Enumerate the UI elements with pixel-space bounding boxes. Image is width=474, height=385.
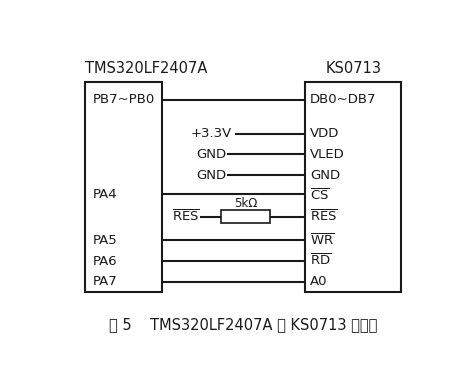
Text: DB0~DB7: DB0~DB7 bbox=[310, 93, 376, 106]
Text: KS0713: KS0713 bbox=[325, 61, 381, 76]
Text: GND: GND bbox=[197, 169, 227, 182]
Text: 5kΩ: 5kΩ bbox=[234, 197, 257, 210]
Text: $\overline{\rm RES}$: $\overline{\rm RES}$ bbox=[172, 209, 200, 224]
Text: GND: GND bbox=[310, 169, 340, 182]
Text: 图 5    TMS320LF2407A 与 KS0713 的接口: 图 5 TMS320LF2407A 与 KS0713 的接口 bbox=[109, 317, 377, 332]
Text: PA4: PA4 bbox=[92, 188, 117, 201]
Text: TMS320LF2407A: TMS320LF2407A bbox=[85, 61, 207, 76]
Bar bbox=[221, 211, 271, 223]
Text: PA5: PA5 bbox=[92, 234, 117, 247]
Text: $\overline{\rm WR}$: $\overline{\rm WR}$ bbox=[310, 233, 334, 248]
Text: GND: GND bbox=[197, 148, 227, 161]
Bar bbox=[85, 82, 162, 292]
Text: VLED: VLED bbox=[310, 148, 345, 161]
Text: PA7: PA7 bbox=[92, 275, 117, 288]
Text: $\overline{\rm RD}$: $\overline{\rm RD}$ bbox=[310, 253, 331, 269]
Text: PB7~PB0: PB7~PB0 bbox=[92, 93, 155, 106]
Text: $\overline{\rm CS}$: $\overline{\rm CS}$ bbox=[310, 188, 329, 204]
Text: $\overline{\rm RES}$: $\overline{\rm RES}$ bbox=[310, 209, 338, 224]
Text: PA6: PA6 bbox=[92, 254, 117, 268]
Text: A0: A0 bbox=[310, 275, 327, 288]
Text: VDD: VDD bbox=[310, 127, 339, 140]
Text: +3.3V: +3.3V bbox=[191, 127, 232, 140]
Bar bbox=[305, 82, 401, 292]
